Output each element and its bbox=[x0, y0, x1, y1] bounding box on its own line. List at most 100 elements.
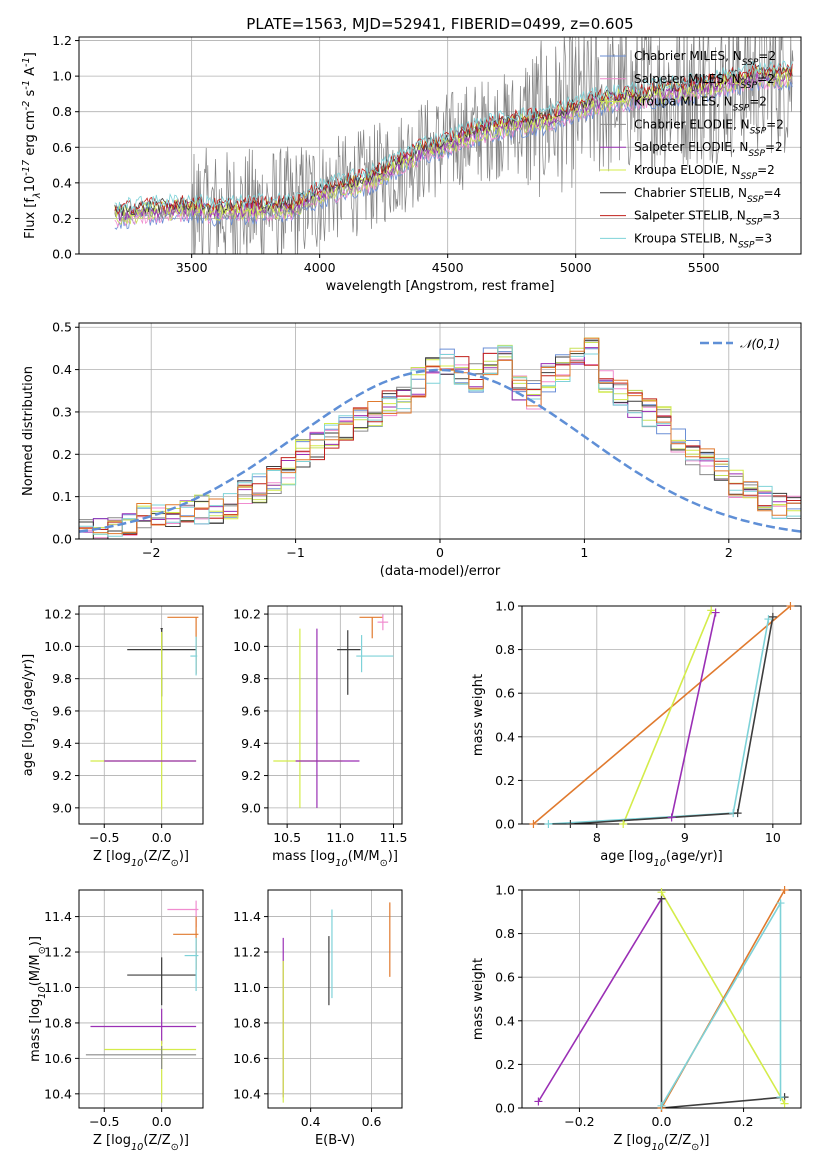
y-tick-label: 10.2 bbox=[44, 607, 72, 622]
chart-title: PLATE=1563, MJD=52941, FIBERID=0499, z=0… bbox=[246, 15, 633, 33]
weight-point bbox=[786, 602, 795, 610]
plot-area bbox=[85, 900, 199, 1103]
x-tick-label: −0.5 bbox=[89, 1114, 119, 1129]
y-tick-label: 9.8 bbox=[52, 671, 72, 686]
y-tick-label: 0.0 bbox=[495, 817, 515, 832]
plot-area bbox=[537, 890, 786, 1108]
legend-label: Kroupa ELODIE, NSSP=2 bbox=[634, 163, 775, 182]
plot-area bbox=[532, 606, 791, 824]
axes-frame bbox=[267, 605, 403, 825]
x-tick-label: 5000 bbox=[560, 260, 592, 275]
axes-frame bbox=[78, 36, 802, 255]
y-tick-label: 10.8 bbox=[44, 1015, 72, 1030]
y-tick-label: 0.0 bbox=[495, 1101, 515, 1116]
weight-point bbox=[733, 809, 742, 818]
x-axis-label: wavelength [Angstrom, rest frame] bbox=[326, 279, 555, 294]
x-axis-label: Z [log10(Z/Z⊙)] bbox=[93, 849, 189, 869]
y-tick-label: 11.2 bbox=[44, 945, 72, 960]
y-tick-label: 9.0 bbox=[52, 800, 72, 815]
panel-1: −2 −1 0 1 2 0.0 0.1 0.2 0.3 0.4 0.5 (data-model)/er… bbox=[21, 320, 802, 579]
x-tick-label: 0.0 bbox=[152, 830, 172, 845]
y-tick-label: 11.2 bbox=[233, 945, 261, 960]
x-tick-label: 9 bbox=[681, 830, 689, 845]
panel-3: 10.5 11.0 11.5 9.0 9.2 9.4 9.6 9.8 10.0 10.2 mass … bbox=[233, 605, 408, 869]
model-line-8 bbox=[114, 60, 793, 214]
x-tick-label: −0.5 bbox=[89, 830, 119, 845]
y-tick-label: 0.4 bbox=[495, 1013, 515, 1028]
panel-5: −0.5 0.0 10.4 10.6 10.8 11.0 11.2 11.4 Z [log10(… bbox=[28, 889, 204, 1153]
y-tick-label: 0.0 bbox=[52, 247, 72, 262]
y-tick-label: 10.8 bbox=[233, 1015, 261, 1030]
plot-area bbox=[90, 616, 199, 810]
y-tick-label: 10.4 bbox=[233, 1086, 261, 1101]
weight-point bbox=[776, 899, 785, 908]
weight-point bbox=[657, 888, 666, 897]
x-axis-label: Z [log10(Z/Z⊙)] bbox=[93, 1133, 189, 1153]
plot-area bbox=[114, 37, 794, 254]
x-tick-label: 3500 bbox=[176, 260, 208, 275]
y-tick-label: 10.4 bbox=[44, 1086, 72, 1101]
legend-label: Salpeter STELIB, NSSP=3 bbox=[634, 209, 780, 228]
weight-point bbox=[566, 820, 575, 828]
x-tick-label: 4500 bbox=[432, 260, 464, 275]
y-tick-label: 10.0 bbox=[44, 639, 72, 654]
weight-line-1 bbox=[622, 610, 712, 824]
plot-area bbox=[79, 337, 801, 539]
y-tick-label: 0.0 bbox=[52, 532, 72, 547]
weight-point bbox=[619, 820, 628, 828]
x-tick-label: 11.5 bbox=[380, 830, 408, 845]
y-tick-label: 0.6 bbox=[495, 686, 515, 701]
y-tick-label: 0.6 bbox=[495, 970, 515, 985]
plot-area bbox=[273, 614, 394, 808]
axes-frame bbox=[78, 889, 204, 1109]
x-tick-label: 11.0 bbox=[326, 830, 354, 845]
legend-label: Kroupa MILES, NSSP=2 bbox=[634, 95, 767, 114]
y-tick-label: 0.1 bbox=[52, 489, 72, 504]
y-tick-label: 0.4 bbox=[52, 362, 72, 377]
y-tick-label: 9.6 bbox=[52, 703, 72, 718]
legend-label: Salpeter MILES, NSSP=2 bbox=[634, 72, 775, 91]
y-axis-label: mass weight bbox=[471, 674, 486, 756]
weight-line-2 bbox=[670, 612, 717, 818]
x-tick-label: 5500 bbox=[688, 260, 720, 275]
y-tick-label: 1.2 bbox=[52, 33, 72, 48]
legend-label: 𝒩(0,1) bbox=[740, 337, 780, 351]
y-tick-label: 0.8 bbox=[495, 642, 515, 657]
x-tick-label: 10 bbox=[765, 830, 781, 845]
x-tick-label: 0.2 bbox=[734, 1114, 754, 1129]
panel-4: 8 9 10 0.0 0.2 0.4 0.6 0.8 1.0 age [log10(age/yr)… bbox=[471, 599, 802, 869]
weight-line-1 bbox=[660, 898, 785, 1108]
y-axis-label: Flux [fλ10-17 erg cm-2 s-1 A-1] bbox=[21, 52, 43, 239]
y-axis-label: mass weight bbox=[471, 958, 486, 1040]
y-tick-label: 10.6 bbox=[44, 1051, 72, 1066]
legend-label: Kroupa STELIB, NSSP=3 bbox=[634, 231, 772, 250]
y-axis-label: Normed distribution bbox=[21, 366, 36, 496]
weight-point bbox=[544, 820, 553, 828]
weight-point bbox=[534, 1097, 543, 1106]
y-tick-label: 0.2 bbox=[495, 773, 515, 788]
axes-frame bbox=[78, 605, 204, 825]
y-tick-label: 0.2 bbox=[52, 447, 72, 462]
y-tick-label: 1.0 bbox=[495, 883, 515, 898]
x-tick-label: 2 bbox=[725, 545, 733, 560]
y-tick-label: 9.4 bbox=[241, 736, 261, 751]
y-axis-label: age [log10(age/yr)] bbox=[21, 654, 41, 777]
x-tick-label: −0.2 bbox=[564, 1114, 594, 1129]
y-tick-label: 10.2 bbox=[233, 607, 261, 622]
weight-line-0 bbox=[532, 606, 791, 824]
spectrum-data-line bbox=[114, 37, 794, 254]
panel-6: 0.4 0.6 10.4 10.6 10.8 11.0 11.2 11.4 E(B-V) bbox=[233, 889, 403, 1148]
y-tick-label: 9.0 bbox=[241, 800, 261, 815]
weight-point bbox=[780, 886, 789, 894]
y-tick-label: 0.2 bbox=[52, 211, 72, 226]
y-tick-label: 11.4 bbox=[233, 909, 261, 924]
weight-point bbox=[529, 820, 538, 828]
y-tick-label: 9.8 bbox=[241, 671, 261, 686]
axes-frame bbox=[521, 605, 802, 825]
y-tick-label: 9.2 bbox=[52, 768, 72, 783]
normal-curve bbox=[79, 368, 801, 533]
y-tick-label: 0.8 bbox=[52, 104, 72, 119]
y-tick-label: 11.0 bbox=[44, 980, 72, 995]
x-tick-label: 10.5 bbox=[273, 830, 301, 845]
